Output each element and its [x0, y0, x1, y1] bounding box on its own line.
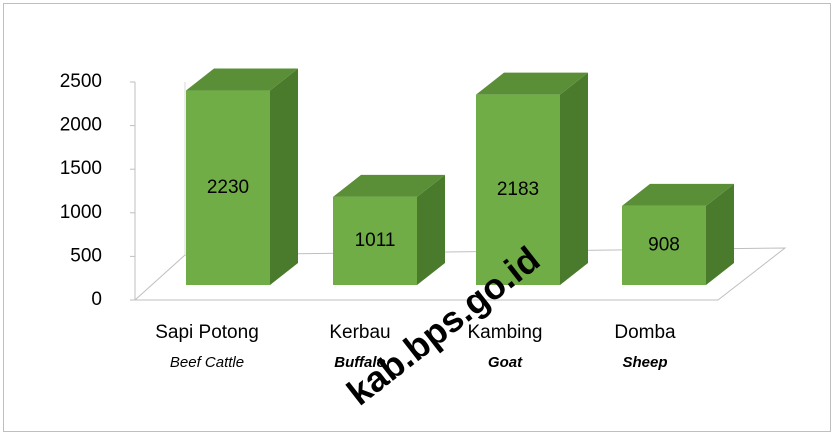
bar-top [186, 68, 298, 91]
value-label: 2230 [207, 177, 249, 198]
bar-top [622, 183, 734, 206]
x-tick-sublabel: Beef Cattle [170, 354, 244, 371]
x-tick-sublabel: Sheep [622, 354, 667, 371]
y-tick-label: 1500 [60, 158, 102, 179]
x-tick-label: Domba [614, 322, 676, 343]
x-tick-sublabel: Goat [488, 354, 523, 371]
bar-top [476, 72, 588, 95]
bar [476, 94, 560, 286]
y-tick-label: 0 [91, 289, 102, 310]
bar-top [333, 174, 445, 197]
bar [186, 90, 270, 285]
y-tick-label: 500 [70, 245, 102, 266]
bar-side [560, 72, 588, 286]
bar-side [706, 183, 734, 285]
value-label: 908 [648, 234, 680, 255]
x-tick-sublabel: Buffalo [334, 354, 385, 371]
x-tick-label: Kambing [468, 322, 543, 343]
x-tick-label: Sapi Potong [155, 322, 259, 343]
value-label: 2183 [497, 179, 539, 200]
bar-side [270, 68, 298, 285]
x-tick-label: Kerbau [329, 322, 390, 343]
bar [622, 205, 706, 285]
floor [133, 247, 787, 301]
y-tick-label: 2500 [60, 71, 102, 92]
bar-side [417, 174, 445, 285]
value-label: 1011 [355, 230, 396, 251]
y-tick-label: 2000 [60, 115, 102, 136]
bar [333, 196, 417, 285]
y-tick-label: 1000 [60, 202, 102, 223]
